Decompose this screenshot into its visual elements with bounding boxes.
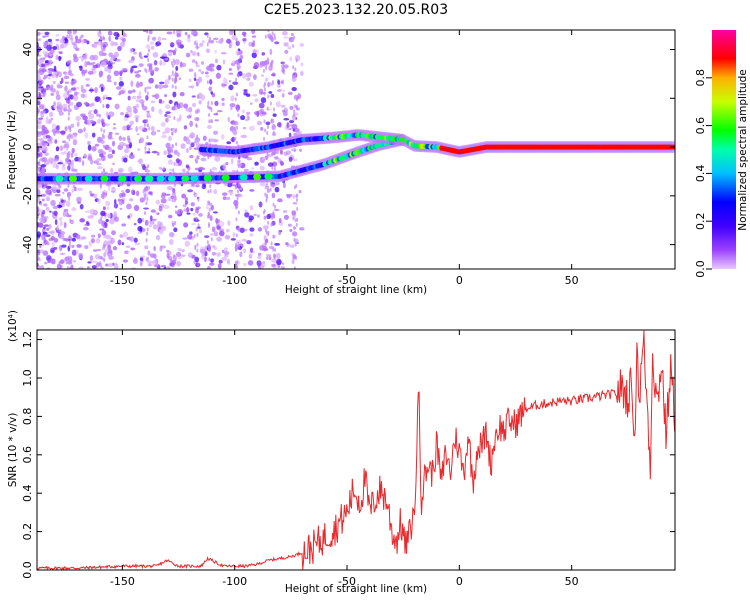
snr-frame [36, 329, 676, 571]
spectrogram-frame [36, 29, 676, 270]
y-tick-label: 0.4 [21, 484, 34, 502]
colorbar-gradient [712, 30, 736, 269]
x-tick-label: -50 [338, 575, 356, 588]
x-tick-label: 0 [456, 274, 463, 287]
x-tick-label: 50 [565, 274, 579, 287]
figure-title: C2E5.2023.132.20.05.R03 [264, 2, 448, 18]
x-tick-label: -100 [222, 575, 247, 588]
snr-y-axis: 0.0 0.2 0.4 0.6 0.8 1.0 1.2 [21, 331, 675, 579]
colorbar-tick-label: 0.2 [694, 212, 707, 230]
spectrogram-y-label: Frequency (Hz) [6, 110, 18, 189]
y-tick-label: 40 [21, 43, 34, 57]
x-tick-label: -150 [110, 274, 135, 287]
snr-x-label: Height of straight line (km) [285, 583, 427, 595]
colorbar-tick-label: 0.0 [694, 260, 707, 278]
y-tick-label: 1.0 [21, 369, 34, 387]
y-tick-label: 0.0 [21, 561, 34, 579]
spectrogram-y-axis: -40 -20 0 20 40 [21, 43, 675, 254]
y-tick-label: -20 [21, 187, 34, 205]
x-tick-label: -150 [110, 575, 135, 588]
y-tick-label: 20 [21, 91, 34, 105]
colorbar-tick-label: 0.8 [694, 69, 707, 87]
snr-y-label: SNR (10 * v/v) [7, 413, 19, 488]
y-tick-label: 0 [21, 144, 34, 151]
snr-panel: -150 -100 -50 0 50 0.0 0.2 0.4 0.6 0.8 1.0 1.2 Hei… [7, 310, 676, 595]
y-tick-label: 0.8 [21, 408, 34, 426]
colorbar-tick-label: 0.6 [694, 117, 707, 135]
colorbar-tick-label: 0.4 [694, 165, 707, 183]
x-tick-label: 50 [565, 575, 579, 588]
x-tick-label: 0 [456, 575, 463, 588]
y-tick-label: -40 [21, 236, 34, 254]
colorbar-label: Normalized spectral amplitude [737, 69, 749, 230]
x-tick-label: -100 [222, 274, 247, 287]
spectrogram-x-label: Height of straight line (km) [285, 284, 427, 296]
snr-y-multiplier: (x10⁴) [7, 310, 19, 342]
y-tick-label: 1.2 [21, 331, 34, 349]
spectrogram-panel: -150 -100 -50 0 50 -40 -20 0 20 40 Height of str… [6, 29, 676, 296]
spectrogram-x-axis: -150 -100 -50 0 50 [110, 30, 579, 287]
x-tick-label: -50 [338, 274, 356, 287]
spectrogram-heatmap [37, 30, 675, 269]
colorbar-axis: 0.0 0.2 0.4 0.6 0.8 [694, 69, 712, 278]
snr-x-axis: -150 -100 -50 0 50 [110, 330, 579, 588]
colorbar: 0.0 0.2 0.4 0.6 0.8 Normalized spectral ampl… [694, 30, 749, 278]
y-tick-label: 0.6 [21, 446, 34, 464]
snr-series-line [37, 330, 675, 570]
y-tick-label: 0.2 [21, 523, 34, 541]
